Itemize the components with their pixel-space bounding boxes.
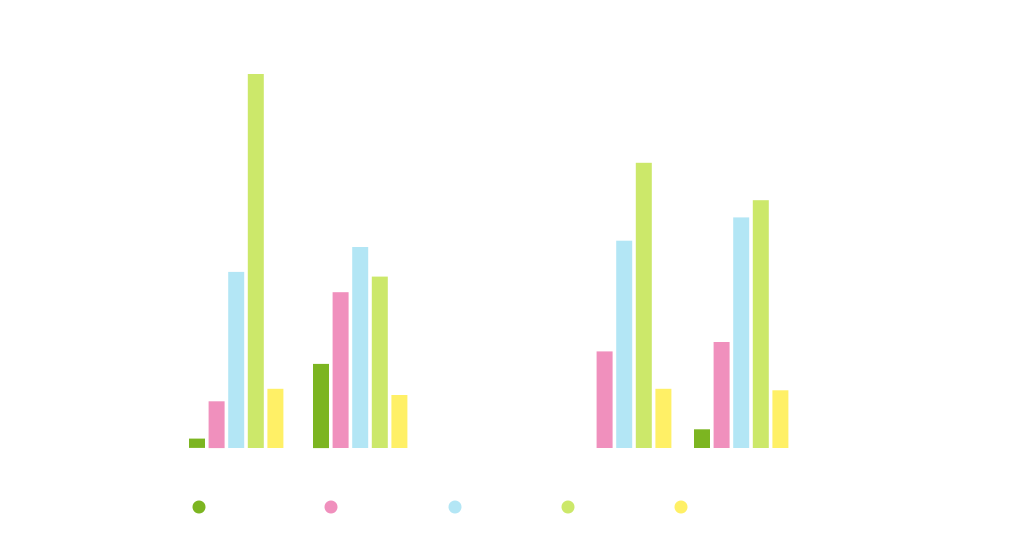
bar-series-3-group-1	[228, 271, 245, 448]
legend-marker-series-5	[674, 500, 688, 514]
bar-series-2-group-4	[713, 342, 730, 448]
bar-series-4-group-4	[752, 200, 769, 448]
legend-marker-series-3	[448, 500, 462, 514]
bar-series-3-group-2	[352, 247, 369, 448]
bar-series-4-group-1	[247, 74, 264, 448]
bar-series-5-group-4	[772, 390, 789, 448]
bar-series-2-group-1	[208, 401, 225, 449]
bar-series-4-group-2	[371, 276, 388, 448]
bar-series-5-group-3	[655, 388, 672, 448]
legend-marker-series-4	[561, 500, 575, 514]
bar-series-1-group-1	[189, 438, 205, 448]
legend-marker-series-2	[324, 500, 338, 514]
legend-marker-series-1	[192, 500, 206, 514]
bar-series-3-group-4	[733, 217, 750, 448]
bar-series-2-group-3	[596, 351, 613, 448]
bar-series-5-group-2	[391, 395, 408, 448]
bar-series-5-group-1	[267, 388, 284, 448]
bar-series-1-group-4	[694, 429, 710, 448]
bar-series-4-group-3	[635, 162, 652, 449]
bars	[189, 74, 789, 449]
bar-series-3-group-3	[616, 240, 633, 448]
bar-series-2-group-2	[332, 292, 349, 448]
bar-series-1-group-2	[313, 363, 329, 449]
legend	[192, 500, 688, 514]
